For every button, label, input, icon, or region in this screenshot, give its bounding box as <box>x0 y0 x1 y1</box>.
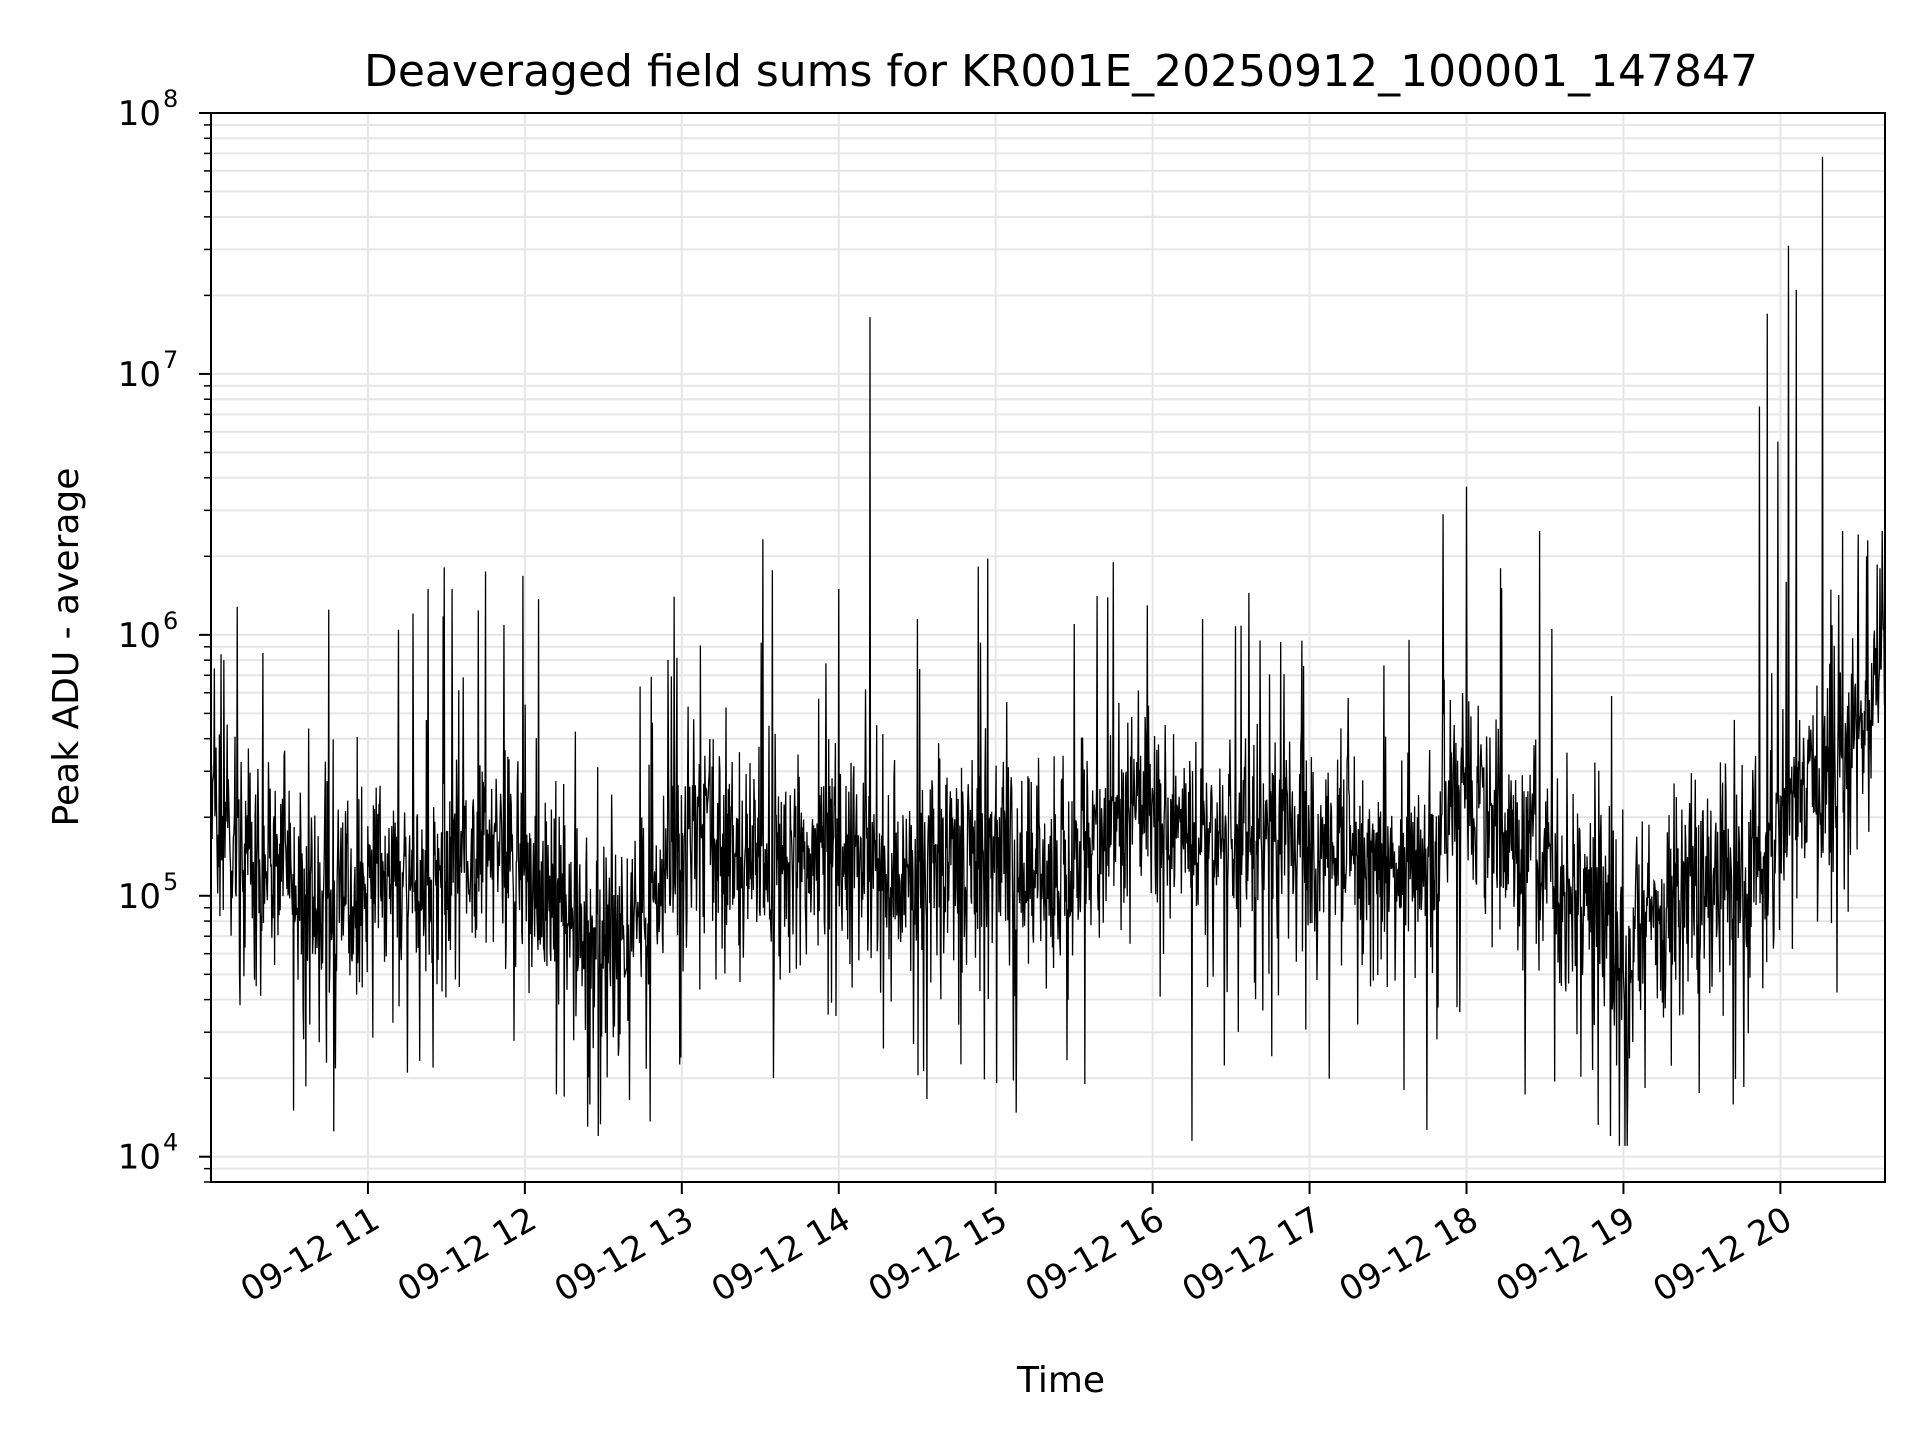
y-tick-label: 10 <box>118 355 161 395</box>
y-axis-label: Peak ADU - average <box>46 468 87 827</box>
y-tick-exponent: 7 <box>163 346 178 374</box>
y-tick-label: 10 <box>118 1138 161 1178</box>
y-tick-exponent: 8 <box>163 85 178 113</box>
y-tick-label: 10 <box>118 877 161 917</box>
y-tick-label: 10 <box>118 616 161 656</box>
data-layer <box>211 156 1885 1146</box>
series-line <box>211 156 1885 1146</box>
chart-title: Deaveraged field sums for KR001E_2025091… <box>364 46 1758 97</box>
x-axis-label: Time <box>1016 1360 1105 1401</box>
y-tick-exponent: 6 <box>163 607 178 635</box>
y-tick-label: 10 <box>118 94 161 134</box>
y-tick-exponent: 4 <box>163 1129 178 1157</box>
y-tick-exponent: 5 <box>163 868 178 896</box>
